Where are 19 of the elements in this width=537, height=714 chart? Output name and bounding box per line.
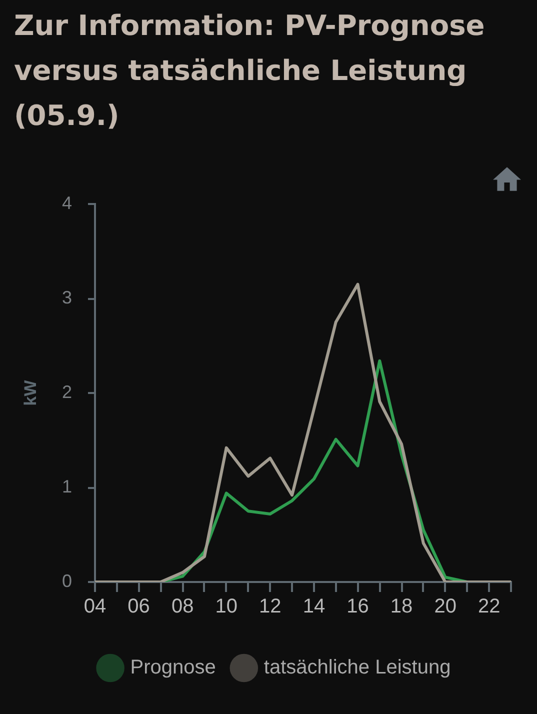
x-tick-label: 18 [390, 596, 413, 618]
y-tick-label: 2 [62, 382, 72, 402]
legend-label: Prognose [130, 656, 216, 679]
x-tick-label: 14 [302, 596, 326, 618]
y-tick-label: 0 [62, 570, 72, 591]
y-tick-label: 3 [62, 287, 72, 308]
y-tick-label: 4 [62, 192, 72, 213]
x-tick-label: 16 [346, 596, 369, 618]
chart-title: Zur Information: PV-Prognose versus tatsächliche Leistung (05.9.) [14, 8, 486, 134]
x-tick-label: 22 [478, 596, 500, 618]
x-tick-label: 04 [84, 596, 106, 618]
x-tick-label: 10 [215, 596, 238, 618]
legend-label: tatsächliche Leistung [264, 656, 451, 679]
x-tick-label: 20 [434, 596, 456, 618]
x-tick-label: 12 [259, 596, 282, 618]
x-tick-label: 08 [171, 596, 194, 618]
y-tick-label: 1 [62, 476, 72, 496]
y-axis-title: kW [20, 379, 40, 406]
x-tick-label: 06 [128, 596, 150, 618]
